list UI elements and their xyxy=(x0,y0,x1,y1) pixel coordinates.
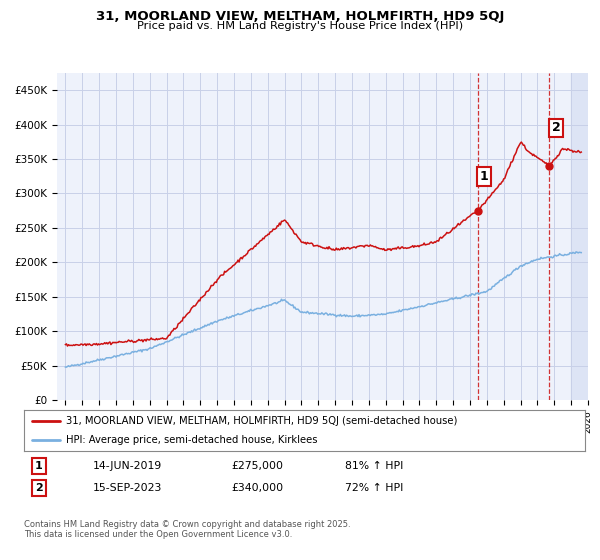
Text: 1: 1 xyxy=(480,170,489,183)
Bar xyxy=(571,73,596,400)
Text: 2: 2 xyxy=(35,483,43,493)
Text: 14-JUN-2019: 14-JUN-2019 xyxy=(93,461,162,471)
Text: 2: 2 xyxy=(551,122,560,134)
Text: 81% ↑ HPI: 81% ↑ HPI xyxy=(345,461,403,471)
Text: £275,000: £275,000 xyxy=(231,461,283,471)
Text: 31, MOORLAND VIEW, MELTHAM, HOLMFIRTH, HD9 5QJ (semi-detached house): 31, MOORLAND VIEW, MELTHAM, HOLMFIRTH, H… xyxy=(66,417,457,426)
Text: 72% ↑ HPI: 72% ↑ HPI xyxy=(345,483,403,493)
Text: Contains HM Land Registry data © Crown copyright and database right 2025.
This d: Contains HM Land Registry data © Crown c… xyxy=(24,520,350,539)
Text: 31, MOORLAND VIEW, MELTHAM, HOLMFIRTH, HD9 5QJ: 31, MOORLAND VIEW, MELTHAM, HOLMFIRTH, H… xyxy=(96,10,504,23)
Text: 1: 1 xyxy=(35,461,43,471)
Text: £340,000: £340,000 xyxy=(231,483,283,493)
Text: Price paid vs. HM Land Registry's House Price Index (HPI): Price paid vs. HM Land Registry's House … xyxy=(137,21,463,31)
Text: HPI: Average price, semi-detached house, Kirklees: HPI: Average price, semi-detached house,… xyxy=(66,435,317,445)
Text: 15-SEP-2023: 15-SEP-2023 xyxy=(93,483,163,493)
